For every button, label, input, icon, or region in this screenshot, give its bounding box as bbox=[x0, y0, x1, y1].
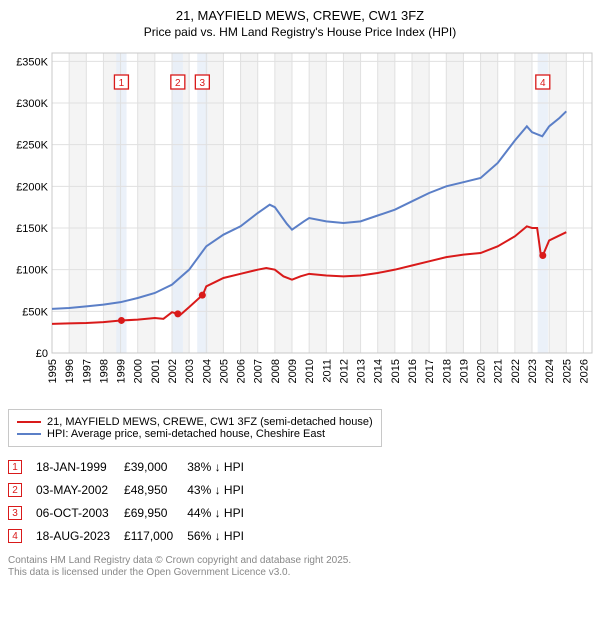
chart-container: £0 £50K £100K £150K £200K £250K £300K £350K 1995… bbox=[8, 47, 592, 403]
svg-text:2010: 2010 bbox=[304, 359, 316, 383]
legend-swatch bbox=[17, 433, 41, 435]
marker-date: 03-MAY-2002 bbox=[36, 478, 124, 501]
svg-text:2017: 2017 bbox=[424, 359, 436, 383]
svg-text:2000: 2000 bbox=[133, 359, 145, 383]
svg-text:4: 4 bbox=[540, 78, 546, 89]
svg-text:2023: 2023 bbox=[527, 359, 539, 383]
svg-text:2014: 2014 bbox=[373, 359, 385, 383]
marker-number-box: 4 bbox=[8, 529, 22, 543]
svg-text:2007: 2007 bbox=[253, 359, 265, 383]
svg-text:2020: 2020 bbox=[476, 359, 488, 383]
marker-price: £117,000 bbox=[124, 524, 187, 547]
svg-text:2012: 2012 bbox=[338, 359, 350, 383]
price-point bbox=[174, 310, 181, 317]
svg-text:2016: 2016 bbox=[407, 359, 419, 383]
legend-swatch bbox=[17, 421, 41, 423]
svg-text:£300K: £300K bbox=[16, 98, 48, 110]
marker-price: £48,950 bbox=[124, 478, 187, 501]
price-chart: £0 £50K £100K £150K £200K £250K £300K £350K 1995… bbox=[8, 47, 596, 403]
svg-text:2003: 2003 bbox=[184, 359, 196, 383]
marker-date: 18-JAN-1999 bbox=[36, 455, 124, 478]
svg-text:2026: 2026 bbox=[578, 359, 590, 383]
svg-text:£150K: £150K bbox=[16, 223, 48, 235]
marker-table: 1 18-JAN-1999£39,00038% ↓ HPI 2 03-MAY-2002… bbox=[8, 455, 258, 547]
table-row: 1 18-JAN-1999£39,00038% ↓ HPI bbox=[8, 455, 258, 478]
svg-text:2001: 2001 bbox=[150, 359, 162, 383]
table-row: 3 06-OCT-2003£69,95044% ↓ HPI bbox=[8, 501, 258, 524]
legend-item: HPI: Average price, semi-detached house,… bbox=[17, 428, 373, 440]
table-row: 4 18-AUG-2023£117,00056% ↓ HPI bbox=[8, 524, 258, 547]
svg-text:£250K: £250K bbox=[16, 140, 48, 152]
svg-text:£100K: £100K bbox=[16, 265, 48, 277]
marker-date: 06-OCT-2003 bbox=[36, 501, 124, 524]
legend-label: HPI: Average price, semi-detached house,… bbox=[47, 428, 325, 440]
svg-text:2008: 2008 bbox=[270, 359, 282, 383]
marker-number-box: 1 bbox=[8, 460, 22, 474]
svg-text:1: 1 bbox=[119, 78, 125, 89]
svg-text:1998: 1998 bbox=[98, 359, 110, 383]
svg-text:2022: 2022 bbox=[510, 359, 522, 383]
marker-diff: 43% ↓ HPI bbox=[187, 478, 258, 501]
legend-item: 21, MAYFIELD MEWS, CREWE, CW1 3FZ (semi-… bbox=[17, 416, 373, 428]
svg-text:2009: 2009 bbox=[287, 359, 299, 383]
chart-title-line2: Price paid vs. HM Land Registry's House … bbox=[8, 25, 592, 39]
marker-number-box: 2 bbox=[8, 483, 22, 497]
attribution: Contains HM Land Registry data © Crown c… bbox=[8, 555, 592, 579]
price-point bbox=[539, 252, 546, 259]
svg-text:2005: 2005 bbox=[218, 359, 230, 383]
svg-text:2015: 2015 bbox=[390, 359, 402, 383]
marker-date: 18-AUG-2023 bbox=[36, 524, 124, 547]
svg-text:2019: 2019 bbox=[458, 359, 470, 383]
svg-text:2025: 2025 bbox=[561, 359, 573, 383]
svg-text:2004: 2004 bbox=[201, 359, 213, 383]
price-point bbox=[199, 292, 206, 299]
attribution-line1: Contains HM Land Registry data © Crown c… bbox=[8, 555, 592, 567]
attribution-line2: This data is licensed under the Open Gov… bbox=[8, 567, 592, 579]
svg-text:£50K: £50K bbox=[22, 306, 48, 318]
marker-price: £69,950 bbox=[124, 501, 187, 524]
svg-text:2011: 2011 bbox=[321, 359, 333, 383]
svg-text:£0: £0 bbox=[36, 348, 48, 360]
table-row: 2 03-MAY-2002£48,95043% ↓ HPI bbox=[8, 478, 258, 501]
svg-text:£200K: £200K bbox=[16, 181, 48, 193]
marker-diff: 38% ↓ HPI bbox=[187, 455, 258, 478]
marker-number-box: 3 bbox=[8, 506, 22, 520]
svg-text:2: 2 bbox=[175, 78, 181, 89]
svg-text:2021: 2021 bbox=[493, 359, 505, 383]
svg-text:2013: 2013 bbox=[356, 359, 368, 383]
marker-diff: 44% ↓ HPI bbox=[187, 501, 258, 524]
svg-text:2024: 2024 bbox=[544, 359, 556, 383]
marker-diff: 56% ↓ HPI bbox=[187, 524, 258, 547]
svg-text:2018: 2018 bbox=[441, 359, 453, 383]
legend-label: 21, MAYFIELD MEWS, CREWE, CW1 3FZ (semi-… bbox=[47, 416, 373, 428]
svg-text:1997: 1997 bbox=[81, 359, 93, 383]
svg-text:1999: 1999 bbox=[116, 359, 128, 383]
svg-text:£350K: £350K bbox=[16, 56, 48, 68]
price-point bbox=[118, 317, 125, 324]
svg-text:2006: 2006 bbox=[236, 359, 248, 383]
svg-text:1995: 1995 bbox=[47, 359, 59, 383]
marker-price: £39,000 bbox=[124, 455, 187, 478]
legend: 21, MAYFIELD MEWS, CREWE, CW1 3FZ (semi-… bbox=[8, 409, 382, 447]
svg-text:2002: 2002 bbox=[167, 359, 179, 383]
chart-title-line1: 21, MAYFIELD MEWS, CREWE, CW1 3FZ bbox=[8, 8, 592, 23]
svg-text:1996: 1996 bbox=[64, 359, 76, 383]
svg-text:3: 3 bbox=[200, 78, 206, 89]
